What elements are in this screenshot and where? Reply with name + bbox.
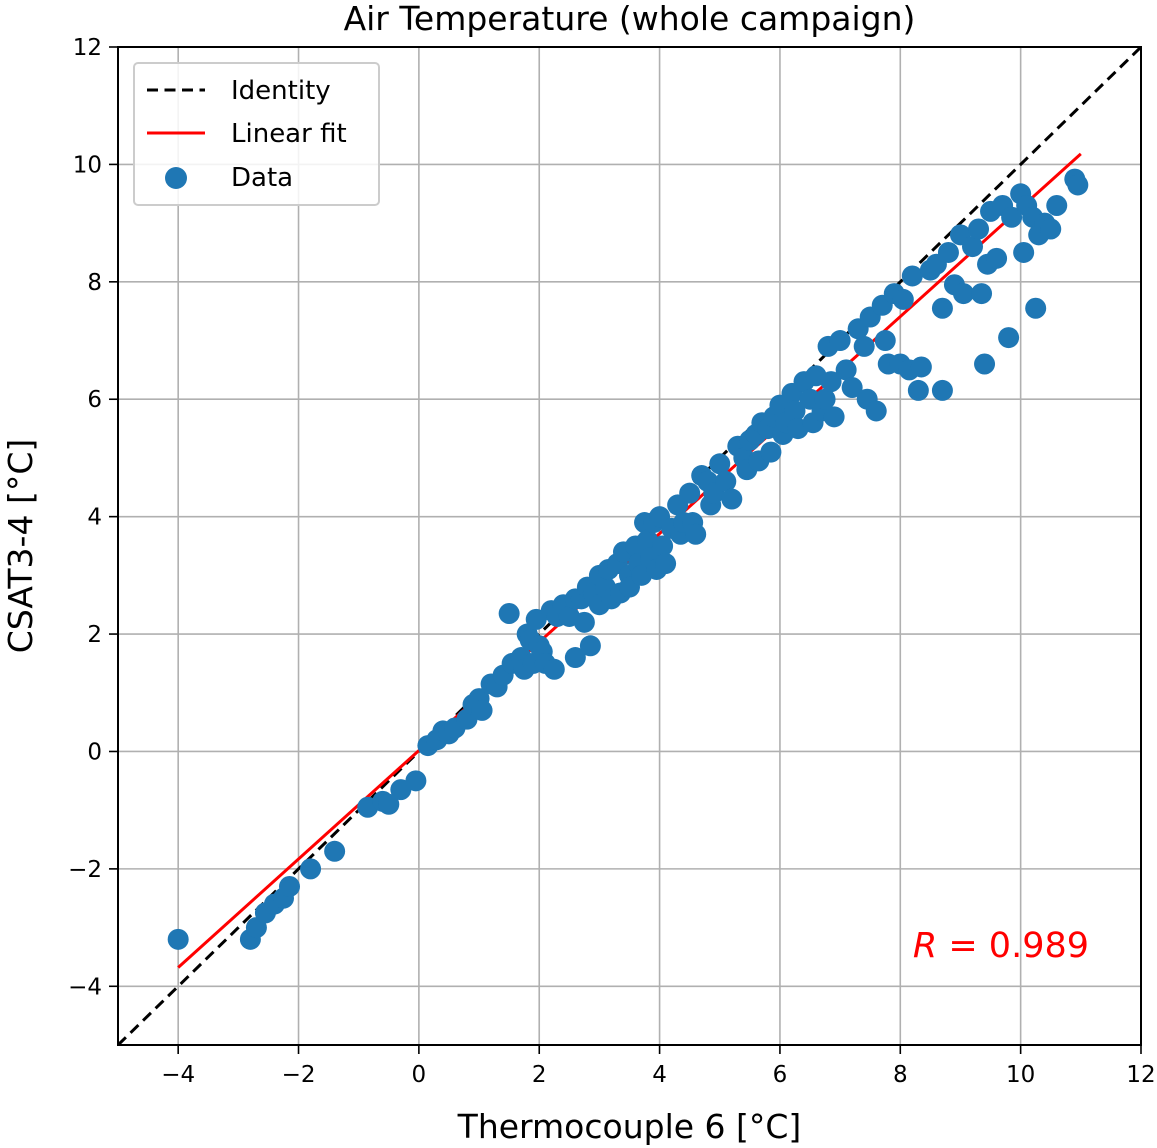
x-tick-label: 8 (893, 1062, 908, 1088)
y-tick-label: 6 (87, 387, 102, 413)
data-point (279, 875, 301, 897)
data-point (579, 635, 601, 657)
data-point (679, 482, 701, 504)
data-point (829, 330, 851, 352)
data-points (167, 168, 1089, 950)
data-point (1013, 241, 1035, 263)
data-point (931, 379, 953, 401)
data-point (1040, 218, 1062, 240)
data-point (721, 488, 743, 510)
y-tick-label: −2 (68, 857, 102, 883)
data-point (760, 441, 782, 463)
data-point (986, 247, 1008, 269)
data-point (971, 283, 993, 305)
annotation-value: = 0.989 (937, 926, 1089, 966)
data-point (1067, 174, 1089, 196)
y-axis-title: CSAT3-4 [°C] (1, 439, 40, 653)
data-point (974, 353, 996, 375)
data-point (835, 359, 857, 381)
data-point (564, 647, 586, 669)
x-tick-label: 2 (532, 1062, 547, 1088)
x-tick-label: −2 (282, 1062, 316, 1088)
legend-identity-label: Identity (231, 76, 331, 106)
data-point (841, 376, 863, 398)
data-point (823, 406, 845, 428)
data-point (998, 327, 1020, 349)
data-point (901, 265, 923, 287)
data-point (784, 400, 806, 422)
data-point (405, 770, 427, 792)
data-point (655, 553, 677, 575)
y-axis-ticks: −4 −2 0 2 4 6 8 10 12 (68, 35, 118, 1000)
y-tick-label: 8 (87, 270, 102, 296)
legend: Identity Linear fit Data (133, 62, 380, 206)
data-point (931, 297, 953, 319)
correlation-annotation: R = 0.989 (913, 926, 1089, 966)
x-tick-label: −4 (161, 1062, 195, 1088)
y-tick-label: 4 (87, 505, 102, 531)
x-tick-label: 10 (1006, 1062, 1035, 1088)
data-point (324, 840, 346, 862)
data-point (300, 858, 322, 880)
data-point (715, 470, 737, 492)
data-point (874, 330, 896, 352)
data-point (685, 523, 707, 545)
data-point (907, 379, 929, 401)
legend-box (133, 62, 380, 206)
legend-data-label: Data (231, 163, 293, 193)
data-point (471, 699, 493, 721)
data-point (652, 535, 674, 557)
data-point (814, 388, 836, 410)
data-point (937, 241, 959, 263)
data-point (865, 400, 887, 422)
data-point (1001, 206, 1023, 228)
data-point (498, 603, 520, 625)
axes-frame (117, 46, 1142, 1046)
chart-title: Air Temperature (whole campaign) (344, 0, 916, 38)
x-axis-title: Thermocouple 6 [°C] (457, 1107, 802, 1146)
data-point (968, 218, 990, 240)
legend-fit-label: Linear fit (231, 119, 347, 149)
data-point (1025, 297, 1047, 319)
x-tick-label: 12 (1126, 1062, 1155, 1088)
x-tick-label: 6 (773, 1062, 788, 1088)
x-tick-label: 4 (652, 1062, 667, 1088)
x-tick-label: 0 (412, 1062, 427, 1088)
annotation-symbol: R (913, 926, 937, 966)
data-point (820, 371, 842, 393)
x-axis-ticks: −4 −2 0 2 4 6 8 10 12 (161, 1045, 1156, 1088)
data-point (378, 793, 400, 815)
data-point (1046, 195, 1068, 217)
data-point (892, 288, 914, 310)
data-point (853, 335, 875, 357)
data-point (952, 283, 974, 305)
plot-area (116, 45, 1143, 1047)
data-point (709, 453, 731, 475)
data-point (910, 356, 932, 378)
y-tick-label: 10 (73, 152, 102, 178)
y-tick-label: 0 (87, 739, 102, 765)
legend-data-swatch (165, 167, 187, 189)
y-tick-label: 12 (73, 35, 102, 61)
data-point (962, 236, 984, 258)
data-point (543, 658, 565, 680)
y-tick-label: −4 (68, 974, 102, 1000)
data-point (573, 611, 595, 633)
data-point (167, 928, 189, 950)
y-tick-label: 2 (87, 622, 102, 648)
